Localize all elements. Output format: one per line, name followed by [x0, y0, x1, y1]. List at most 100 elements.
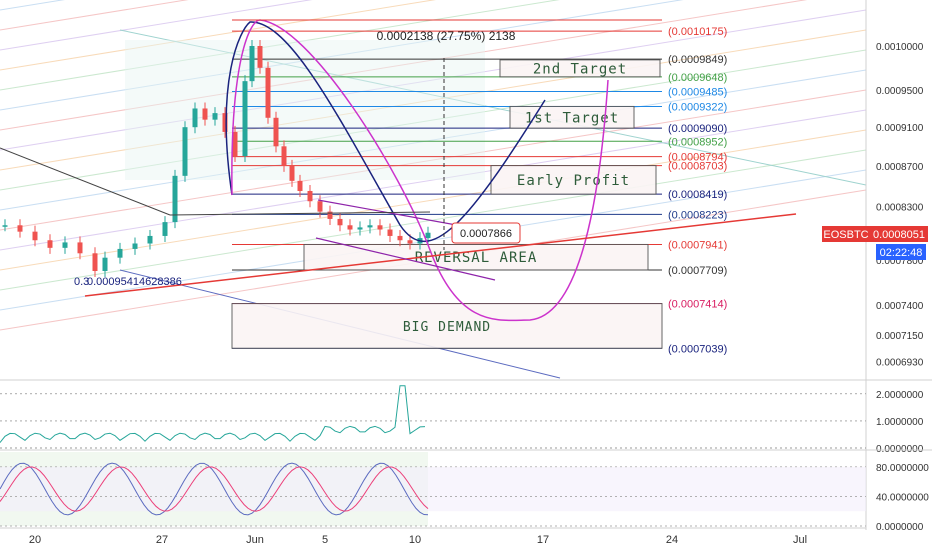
- time-tick: 10: [409, 534, 421, 546]
- candle-body: [327, 211, 333, 219]
- level-label: (0.0009648): [668, 72, 727, 84]
- symbol-badge: [822, 226, 870, 242]
- level-label: (0.0007709): [668, 265, 727, 277]
- fan-line: [0, 0, 189, 31]
- candle-body: [212, 113, 218, 120]
- moving-average: [169, 211, 431, 216]
- low-marker-value: 0.00095414628386: [87, 276, 182, 288]
- time-tick: 27: [156, 534, 168, 546]
- price-tick: 0.0010000: [876, 42, 924, 53]
- candle-body: [377, 225, 383, 230]
- fan-line: [0, 49, 867, 191]
- candle-body: [317, 201, 323, 212]
- moving-average: [0, 147, 171, 216]
- level-label: (0.0010175): [668, 26, 727, 38]
- p2-tick: 0.0000000: [876, 522, 924, 533]
- candle-body: [232, 131, 238, 157]
- fan-lines: [0, 0, 867, 379]
- fan-line: [0, 149, 867, 291]
- p1-series: [0, 385, 426, 443]
- candle-body: [347, 225, 353, 230]
- candle-body: [307, 190, 313, 202]
- fan-line: [0, 0, 437, 71]
- zone-box: [499, 59, 661, 78]
- shaded-band: [125, 40, 485, 180]
- candle-body: [265, 67, 271, 118]
- candle-body: [425, 232, 431, 239]
- candle-body: [367, 225, 373, 228]
- candles: [2, 40, 431, 277]
- time-axis: 20 27 Jun 5 10 17 24 Jul: [0, 527, 866, 546]
- countdown: 02:22:48: [880, 247, 923, 259]
- current-price-badge: [870, 226, 928, 242]
- candle-body: [162, 222, 168, 236]
- candle-body: [289, 165, 295, 181]
- price-tick: 0.0008300: [876, 202, 924, 213]
- candle-body: [117, 248, 123, 258]
- fan-line: [0, 29, 867, 171]
- candle-body: [242, 81, 248, 157]
- time-tick: Jun: [246, 534, 264, 546]
- channel-line-low: [315, 237, 496, 281]
- time-tick: 20: [29, 534, 41, 546]
- candle-body: [92, 253, 98, 271]
- zone-label: 2nd Target: [533, 61, 627, 77]
- candle-body: [407, 240, 413, 244]
- time-tick: Jul: [793, 534, 807, 546]
- fan-line: [0, 0, 808, 131]
- price-tick: 0.0008700: [876, 162, 924, 173]
- fan-line: [0, 109, 867, 251]
- level-label: (0.0008703): [668, 161, 727, 173]
- candle-body: [47, 240, 53, 248]
- p2-tick: 80.0000000: [876, 463, 929, 474]
- candle-body: [337, 218, 343, 226]
- measure-label: 0.0002138 (27.75%) 2138: [377, 29, 516, 43]
- candle-body: [32, 231, 38, 241]
- price-tick: 0.0007800: [876, 256, 924, 267]
- candle-body: [357, 227, 363, 230]
- symbol-label: EOSBTC: [823, 229, 868, 241]
- candle-body: [222, 113, 228, 132]
- level-label: (0.0008952): [668, 136, 727, 148]
- level-label: (0.0008794): [668, 152, 727, 164]
- price-tick: 0.0007400: [876, 301, 924, 312]
- candle-body: [257, 46, 263, 68]
- fan-line: [0, 9, 867, 151]
- zone-label: 1st Target: [525, 110, 619, 126]
- fan-line: [0, 89, 867, 231]
- candle-body: [77, 242, 83, 254]
- price-tick: 0.0009500: [876, 86, 924, 97]
- candle-body: [132, 243, 138, 249]
- level-label: (0.0008419): [668, 189, 727, 201]
- current-price: 0.0008051: [873, 229, 925, 241]
- candle-body: [281, 146, 287, 166]
- level-label: (0.0009090): [668, 123, 727, 135]
- fan-line: [0, 0, 684, 111]
- zone-label: BIG DEMAND: [403, 320, 491, 335]
- main-panel[interactable]: (0.0010175) (0.0009849) (0.0009648) (0.0009…: [0, 19, 797, 355]
- p2-band: [0, 466, 866, 512]
- time-tick: 24: [666, 534, 678, 546]
- level-label: (0.0009849): [668, 54, 727, 66]
- price-bubble-box: [451, 222, 521, 244]
- level-label: (0.0009485): [668, 87, 727, 99]
- p2-series-k: [0, 462, 429, 516]
- zone-box: [509, 105, 635, 129]
- price-tick: 0.0006930: [876, 358, 924, 369]
- price-tick: 0.0007150: [876, 331, 924, 342]
- time-tick: 17: [537, 534, 549, 546]
- time-tick: 5: [322, 534, 328, 546]
- fan-line: [0, 0, 313, 51]
- candle-body: [62, 242, 68, 248]
- level-label: (0.0009322): [668, 101, 727, 113]
- trendline: [84, 213, 797, 297]
- candle-body: [172, 175, 178, 223]
- candle-body: [297, 180, 303, 191]
- indicator-panel-2[interactable]: 80.0000000 40.0000000 0.0000000: [0, 449, 932, 533]
- p1-tick: 1.0000000: [876, 417, 924, 428]
- price-bubble: 0.0007866: [460, 228, 512, 240]
- blue-curve: [225, 21, 546, 243]
- fan-line: [0, 129, 867, 271]
